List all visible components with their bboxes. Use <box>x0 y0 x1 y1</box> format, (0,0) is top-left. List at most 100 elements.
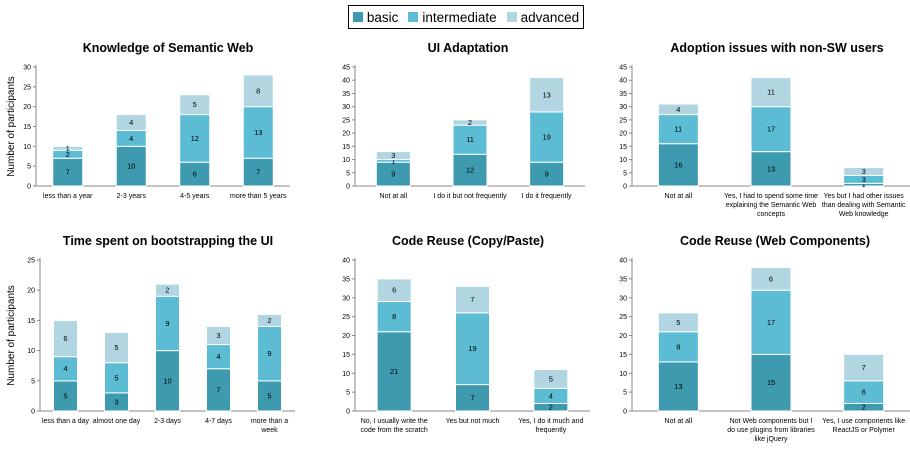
chart-4-bar-0-advanced <box>376 278 412 303</box>
chart-0-data-label-2-advanced: 5 <box>193 100 197 109</box>
chart-1-bar-2-intermediate <box>529 111 565 163</box>
chart-2-ytick-label-7: 35 <box>619 91 627 98</box>
chart-1-ytick-label-7: 35 <box>342 91 350 98</box>
chart-4-data-label-1-intermediate: 19 <box>468 344 476 353</box>
chart-2-ytick-label-2: 10 <box>619 157 627 164</box>
chart-2-category-label-0-0: Not at all <box>665 193 693 200</box>
chart-0-ylabel: Number of participants <box>6 76 17 177</box>
chart-4-ytick-label-6: 30 <box>342 295 350 302</box>
chart-4-data-label-2-basic: 2 <box>549 403 553 412</box>
chart-4-data-label-0-basic: 21 <box>390 367 398 376</box>
chart-3-category-label-0-0: less than a day <box>42 418 90 425</box>
chart-4-ytick-label-7: 35 <box>342 276 350 283</box>
chart-0-data-label-3-advanced: 8 <box>256 86 260 95</box>
chart-3-data-label-1-advanced: 5 <box>114 343 118 352</box>
legend-swatch-basic <box>352 12 363 22</box>
chart-4-bar-1-basic <box>455 384 490 412</box>
legend-label-basic: basic <box>366 9 399 25</box>
chart-5-category-label-0-0: Not at all <box>665 418 693 425</box>
chart-2-title: Adoption issues with non-SW users <box>670 41 883 55</box>
chart-5-bar-1-intermediate <box>750 289 792 355</box>
chart-1-ytick-label-1: 5 <box>346 170 350 177</box>
chart-2-bar-1-intermediate <box>750 106 792 153</box>
chart-4-ytick-label-3: 15 <box>342 352 350 359</box>
legend-swatch-intermediate <box>408 12 419 22</box>
chart-3-bar-1-intermediate <box>104 362 129 394</box>
chart-3-ylabel: Number of participants <box>6 285 17 386</box>
chart-0-ytick-label-5: 25 <box>23 84 31 91</box>
chart-3-data-label-4-intermediate: 9 <box>267 349 271 358</box>
chart-3-ytick-label-4: 20 <box>27 288 35 295</box>
chart-2-data-label-2-advanced: 3 <box>862 167 866 176</box>
chart-1-ytick-label-0: 0 <box>346 184 350 191</box>
chart-5-ytick-label-4: 20 <box>619 333 627 340</box>
chart-3-ytick-label-2: 10 <box>27 348 35 355</box>
chart-1-data-label-1-intermediate: 11 <box>466 135 474 144</box>
chart-1-ytick-label-3: 15 <box>342 144 350 151</box>
chart-2-data-label-2-basic: 1 <box>862 180 866 189</box>
chart-0-bar-2-advanced <box>179 94 211 116</box>
chart-5-data-label-2-intermediate: 6 <box>862 388 866 397</box>
legend-item-intermediate: intermediate <box>408 9 497 25</box>
chart-1-data-label-2-basic: 9 <box>545 170 549 179</box>
chart-0-ytick-label-0: 0 <box>27 184 31 191</box>
chart-5-bar-2-advanced <box>843 353 885 382</box>
chart-5-ytick-label-7: 35 <box>619 276 627 283</box>
chart-4-data-label-2-intermediate: 4 <box>549 391 553 400</box>
chart-0-ytick-label-2: 10 <box>23 144 31 151</box>
chart-1-bar-0-advanced <box>375 151 411 161</box>
chart-0-data-label-0-intermediate: 2 <box>66 150 70 159</box>
chart-3-data-label-0-basic: 5 <box>63 391 67 400</box>
chart-4-category-label-1-0: Yes but not much <box>446 418 500 425</box>
chart-1-bar-2-advanced <box>529 77 565 113</box>
chart-5-data-label-1-advanced: 6 <box>769 274 773 283</box>
chart-3-title: Time spent on bootstrapping the UI <box>63 234 273 248</box>
chart-1-ytick-label-9: 45 <box>342 65 350 72</box>
chart-4-data-label-0-advanced: 6 <box>392 286 396 295</box>
chart-3-bar-3-advanced <box>206 325 231 346</box>
chart-3-ytick-label-1: 5 <box>31 378 35 385</box>
chart-1-bar-1-intermediate <box>452 124 488 155</box>
chart-0-category-label-1-0: 2-3 years <box>117 193 147 200</box>
chart-5-category-label-1-1: do use plugins from libraries <box>727 427 815 434</box>
chart-2-ytick-label-8: 40 <box>619 78 627 85</box>
chart-2-bar-1-advanced <box>750 77 792 108</box>
chart-1-data-label-1-basic: 12 <box>466 166 474 175</box>
chart-0-bar-3-advanced <box>242 74 274 108</box>
chart-4-title: Code Reuse (Copy/Paste) <box>392 234 544 248</box>
chart-5-data-label-2-advanced: 7 <box>862 363 866 372</box>
chart-3-category-label-2-0: 2-3 days <box>154 418 181 425</box>
chart-2-data-label-0-intermediate: 11 <box>674 125 682 134</box>
chart-2-data-label-2-intermediate: 3 <box>862 175 866 184</box>
chart-5-ytick-label-0: 0 <box>623 409 627 416</box>
chart-4-bar-0-intermediate <box>376 301 412 333</box>
chart-1-data-label-0-basic: 9 <box>391 170 395 179</box>
chart-4-category-label-2-0: Yes, I do it much and <box>518 418 583 425</box>
chart-2-category-label-1-0: Yes, I had to spend some time <box>724 193 818 200</box>
legend-label-intermediate: intermediate <box>422 9 497 25</box>
chart-4-bar-0-basic <box>376 331 412 412</box>
chart-5-data-label-0-intermediate: 8 <box>676 342 680 351</box>
chart-0-data-label-1-advanced: 4 <box>129 118 133 127</box>
chart-1-ytick-label-2: 10 <box>342 157 350 164</box>
chart-4-ytick-label-8: 40 <box>342 258 350 265</box>
chart-2-bar-0-basic <box>657 143 699 187</box>
chart-2-category-label-1-1: explaining the Semantic Web <box>726 202 817 209</box>
chart-4-data-label-2-advanced: 5 <box>549 374 553 383</box>
chart-3-data-label-0-advanced: 6 <box>63 334 67 343</box>
legend-swatch-advanced <box>506 12 517 22</box>
chart-0-data-label-3-intermediate: 13 <box>254 128 262 137</box>
chart-5-ytick-label-5: 25 <box>619 314 627 321</box>
legend-item-advanced: advanced <box>506 10 579 25</box>
chart-1-data-label-0-intermediate: 1 <box>391 156 395 165</box>
chart-3-bar-2-advanced <box>155 283 180 297</box>
chart-0-data-label-3-basic: 7 <box>256 168 260 177</box>
chart-5-bar-0-basic <box>657 361 699 412</box>
chart-0-bar-0-advanced <box>52 145 84 151</box>
chart-4-ytick-label-4: 20 <box>342 333 350 340</box>
chart-0-ytick-label-1: 5 <box>27 164 31 171</box>
chart-2-data-label-0-advanced: 4 <box>676 105 680 114</box>
chart-3-data-label-3-advanced: 3 <box>216 331 220 340</box>
chart-5-data-label-0-basic: 13 <box>674 382 682 391</box>
chart-5-data-label-0-advanced: 5 <box>676 318 680 327</box>
